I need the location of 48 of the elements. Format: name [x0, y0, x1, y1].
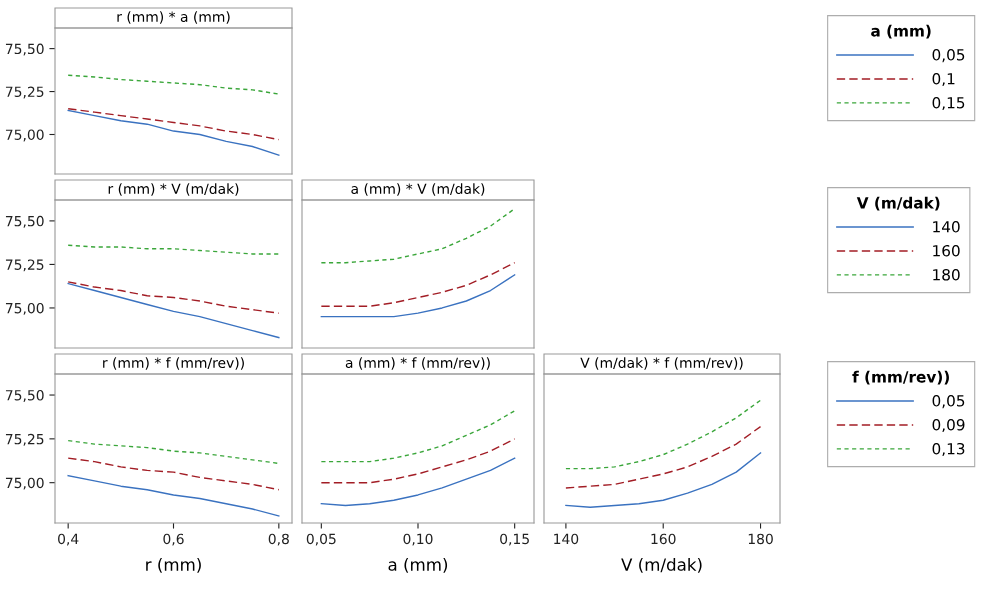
x-tick-label: 160	[651, 533, 676, 545]
y-tick-label: 75,00	[5, 477, 44, 490]
line-series	[67, 244, 280, 255]
chart-title: r (mm) * V (m/dak)	[108, 183, 239, 196]
y-tick-label: 75,50	[5, 390, 44, 402]
y-tick-label: 75,25	[5, 259, 44, 272]
line-series	[67, 108, 280, 141]
x-tick-label: 0,10	[403, 533, 433, 546]
legend-label: 160	[933, 244, 960, 257]
legend-label: 0,13	[932, 442, 965, 457]
x-tick-label: 0,6	[163, 533, 184, 546]
line-series	[67, 74, 280, 95]
x-tick-label: 140	[554, 533, 579, 545]
x-tick-label: 0,8	[268, 533, 289, 546]
y-tick-label: 75,25	[5, 86, 44, 99]
line-series	[67, 457, 280, 491]
line-series	[67, 282, 280, 339]
legend-label: 0,05	[932, 395, 965, 409]
chart-title: a (mm) * f (mm/rev))	[345, 357, 490, 370]
x-tick-label: 180	[748, 533, 773, 545]
y-tick-label: 75,50	[5, 215, 44, 228]
x-tick-label: 0,05	[306, 533, 336, 546]
legend-label: 140	[933, 221, 960, 233]
legend-label: 0,15	[932, 96, 965, 111]
legend-label: 0,09	[932, 418, 965, 433]
chart-title: a (mm) * V (m/dak)	[351, 183, 485, 196]
y-tick-label: 75,50	[5, 43, 44, 56]
line-series	[67, 281, 280, 314]
legend-title: a (mm)	[871, 24, 931, 39]
x-tick-label: 0,4	[58, 533, 79, 546]
x-axis-title: V (m/dak)	[621, 557, 702, 573]
line-series	[67, 474, 280, 517]
legend-title: V (m/dak)	[856, 196, 940, 211]
legend-label: 0,05	[932, 49, 965, 63]
x-axis-title: r (mm)	[146, 557, 201, 573]
x-tick-label: 0,15	[500, 533, 529, 546]
legend-label: 0,1	[932, 72, 955, 87]
legend-title: f (mm/rev))	[852, 370, 949, 385]
x-axis-title: a (mm)	[388, 557, 448, 573]
y-tick-label: 75,00	[5, 129, 44, 142]
chart-title: V (m/dak) * f (mm/rev))	[580, 357, 743, 370]
chart-title: r (mm) * f (mm/rev))	[103, 357, 244, 370]
line-series	[67, 109, 280, 156]
line-series	[67, 439, 280, 465]
legend-label: 180	[933, 268, 960, 281]
y-tick-label: 75,25	[5, 433, 44, 446]
y-tick-label: 75,00	[5, 302, 44, 315]
chart-title: r (mm) * a (mm)	[117, 11, 230, 24]
